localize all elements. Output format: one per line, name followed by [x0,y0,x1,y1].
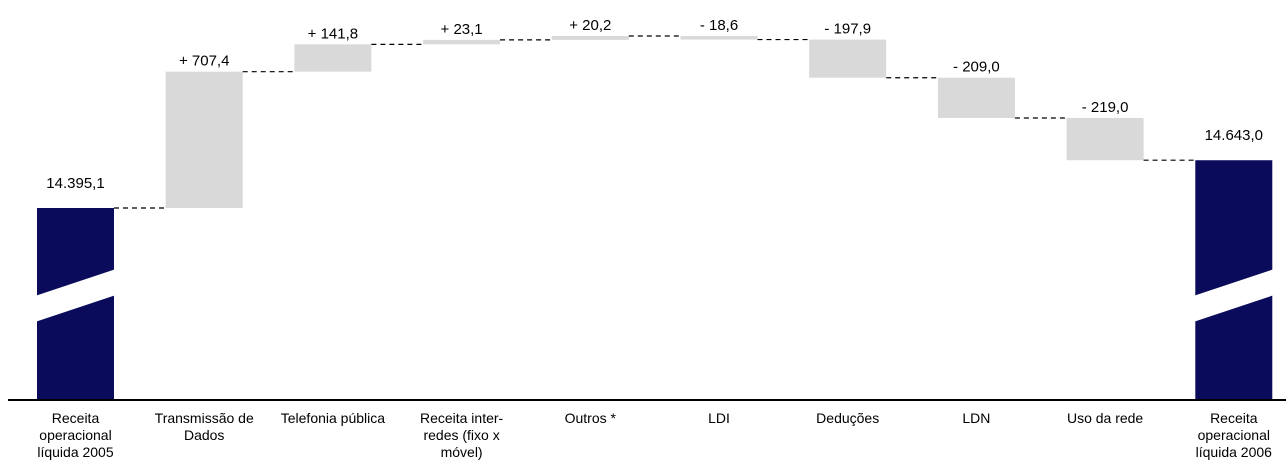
end-total-value-label: 14.643,0 [1205,127,1263,144]
category-label-2: Telefonia pública [281,410,386,426]
step-value-label: - 219,0 [1082,99,1129,116]
axis-break-mark [1193,269,1275,322]
step-value-label: + 141,8 [308,25,358,42]
category-label-7: LDN [962,410,990,426]
category-label-line: LDN [962,410,990,426]
category-label-1: Transmissão de Dados [155,410,254,443]
category-label-line: operacional [1198,427,1270,443]
category-label-line: móvel) [441,444,483,460]
category-label-3: Receita inter-redes (fixo x móvel) [420,410,504,460]
start-total-value-label: 14.395,1 [46,175,104,192]
category-label-line: Deduções [816,410,879,426]
step-bar [680,36,758,40]
step-value-label: - 197,9 [824,21,871,38]
category-label-9: Receita operacional líquida 2006 [1196,410,1273,460]
axis-break-mark [35,269,116,322]
step-value-label: - 18,6 [700,17,738,34]
category-label-5: LDI [708,410,730,426]
step-bar [1066,118,1144,161]
step-value-label: + 707,4 [179,53,229,70]
category-label-line: Receita [52,410,100,426]
category-label-line: Receita inter- [420,410,504,426]
category-label-line: líquida 2006 [1196,444,1273,460]
step-bar [809,39,887,78]
value-labels-layer: 14.395,1 + 707,4 + 141,8 + 23,1 + 20,2 - 18,6… [46,17,1263,192]
category-label-4: Outros * [565,410,617,426]
step-bar [551,36,629,40]
category-label-6: Deduções [816,410,879,426]
step-bar [937,77,1015,119]
category-labels-layer: Receita operacional líquida 2005Transmissã… [37,410,1272,460]
step-value-label: - 209,0 [953,59,1000,76]
step-bar [294,44,372,72]
category-label-line: Telefonia pública [281,410,386,426]
step-bar [165,71,243,208]
category-label-line: Uso da rede [1067,410,1143,426]
category-label-line: operacional [39,427,111,443]
category-label-line: Outros * [565,410,617,426]
category-label-line: LDI [708,410,730,426]
category-label-line: Receita [1210,410,1258,426]
category-label-line: Transmissão de [155,410,254,426]
category-label-line: redes (fixo x [423,427,499,443]
category-label-line: líquida 2005 [37,444,114,460]
step-value-label: + 20,2 [569,17,611,34]
category-label-line: Dados [184,427,224,443]
step-bar [423,39,501,45]
category-label-8: Uso da rede [1067,410,1143,426]
step-value-label: + 23,1 [441,21,483,38]
bars-layer [35,36,1275,400]
category-label-0: Receita operacional líquida 2005 [37,410,114,460]
connectors-layer [114,35,1196,209]
